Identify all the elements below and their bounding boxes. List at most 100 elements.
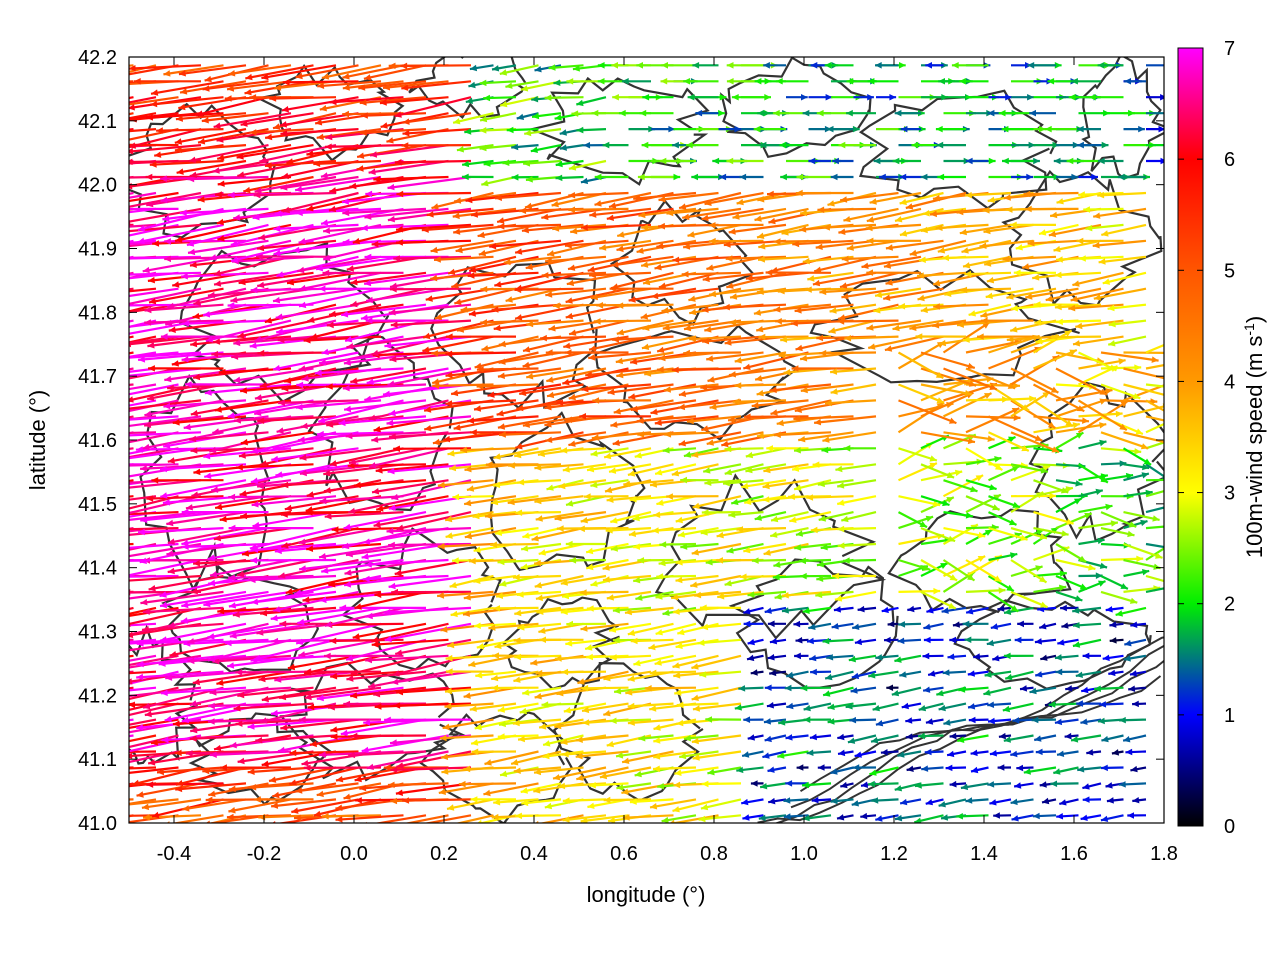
- wind-arrow: [354, 590, 427, 610]
- wind-arrow: [539, 636, 584, 643]
- x-tick-label: 0.0: [340, 843, 368, 865]
- wind-arrow: [1003, 652, 1034, 660]
- wind-arrow: [384, 716, 472, 724]
- wind-arrow: [129, 271, 134, 275]
- wind-arrow: [136, 654, 224, 668]
- wind-arrow: [383, 606, 472, 616]
- wind-arrow: [957, 734, 989, 743]
- wind-arrow: [335, 814, 404, 823]
- wind-arrow: [1032, 812, 1057, 820]
- wind-arrow: [445, 668, 494, 675]
- wind-arrow: [561, 668, 607, 676]
- wind-arrow: [493, 605, 539, 612]
- wind-arrow: [860, 812, 877, 820]
- wind-arrow: [346, 670, 427, 682]
- wind-arrow: [851, 670, 877, 680]
- wind-arrow: [497, 702, 539, 713]
- wind-arrow: [1124, 638, 1147, 647]
- wind-arrow: [880, 749, 899, 756]
- wind-arrow: [1132, 797, 1147, 804]
- wind-arrow: [129, 223, 134, 227]
- wind-arrow: [575, 734, 629, 743]
- wind-arrow: [444, 702, 494, 710]
- wind-arrow: [278, 686, 359, 701]
- wind-arrow: [260, 606, 337, 617]
- wind-arrow: [261, 686, 337, 703]
- wind-arrow: [1130, 765, 1147, 773]
- wind-arrow: [445, 654, 494, 662]
- wind-arrow: [1004, 670, 1034, 681]
- wind-arrow: [852, 764, 877, 771]
- wind-arrow: [741, 798, 764, 806]
- wind-arrow: [515, 812, 562, 820]
- wind-arrow: [746, 654, 764, 662]
- wind-arrow: [694, 590, 742, 599]
- wind-arrow: [577, 670, 629, 685]
- wind-arrow: [287, 654, 359, 671]
- wind-arrow: [1082, 652, 1102, 660]
- wind-arrow: [475, 670, 517, 679]
- wind-arrow: [1111, 749, 1124, 756]
- wind-arrow: [837, 749, 854, 757]
- wind-arrow: [1082, 782, 1102, 790]
- wind-arrow: [964, 636, 989, 643]
- wind-arrow: [938, 702, 967, 712]
- wind-arrow: [627, 718, 674, 726]
- wind-arrow: [809, 654, 832, 662]
- wind-arrow: [352, 622, 427, 640]
- wind-arrow: [136, 638, 224, 647]
- wind-arrow: [463, 765, 517, 773]
- wind-arrow: [881, 606, 899, 614]
- wind-arrow: [809, 733, 832, 741]
- wind-arrow: [655, 622, 697, 636]
- wind-arrow: [941, 606, 967, 614]
- wind-arrow: [924, 748, 944, 756]
- wind-arrow: [1072, 606, 1102, 614]
- wind-arrow: [447, 638, 494, 649]
- wind-arrow: [848, 654, 877, 663]
- wind-arrow: [371, 622, 449, 644]
- wind-arrow: [438, 782, 494, 795]
- wind-arrow: [830, 766, 854, 775]
- x-tick-label: -0.2: [247, 843, 281, 865]
- wind-arrow: [237, 686, 314, 699]
- wind-arrow: [350, 732, 427, 740]
- wind-arrow: [867, 780, 899, 788]
- wind-arrow: [558, 782, 607, 790]
- x-tick-label: -0.4: [157, 843, 191, 865]
- wind-arrow: [644, 685, 697, 692]
- wind-arrow: [512, 718, 562, 727]
- wind-arrow: [707, 766, 742, 776]
- wind-arrow: [1010, 798, 1034, 806]
- wind-arrow: [1054, 654, 1079, 661]
- wind-arrow: [129, 670, 157, 675]
- wind-arrow: [522, 686, 562, 696]
- wind-arrow: [679, 750, 719, 760]
- wind-arrow: [898, 621, 922, 628]
- wind-arrow: [444, 686, 494, 695]
- wind-arrow: [458, 780, 517, 788]
- wind-arrow: [886, 684, 899, 691]
- wind-arrow: [1035, 748, 1057, 756]
- wind-arrow: [517, 622, 562, 631]
- wind-arrow: [1086, 749, 1102, 756]
- wind-arrow: [1077, 766, 1102, 773]
- wind-arrow: [129, 686, 157, 692]
- y-tick-label: 41.2: [78, 685, 117, 707]
- wind-arrow: [764, 606, 787, 614]
- wind-arrow: [396, 686, 472, 696]
- wind-arrow: [653, 750, 697, 760]
- wind-arrow: [129, 463, 134, 467]
- wind-arrow: [764, 684, 787, 691]
- y-tick-label: 41.3: [78, 622, 117, 644]
- wind-arrow: [394, 638, 472, 656]
- wind-arrow: [970, 766, 989, 774]
- wind-arrow: [541, 701, 584, 708]
- wind-arrow: [513, 766, 562, 774]
- wind-arrow: [298, 638, 382, 658]
- wind-arrow: [439, 734, 494, 742]
- y-tick-label: 42.2: [78, 47, 117, 69]
- wind-arrow: [990, 622, 1012, 630]
- wind-arrow: [580, 814, 629, 823]
- wind-arrow: [743, 716, 764, 723]
